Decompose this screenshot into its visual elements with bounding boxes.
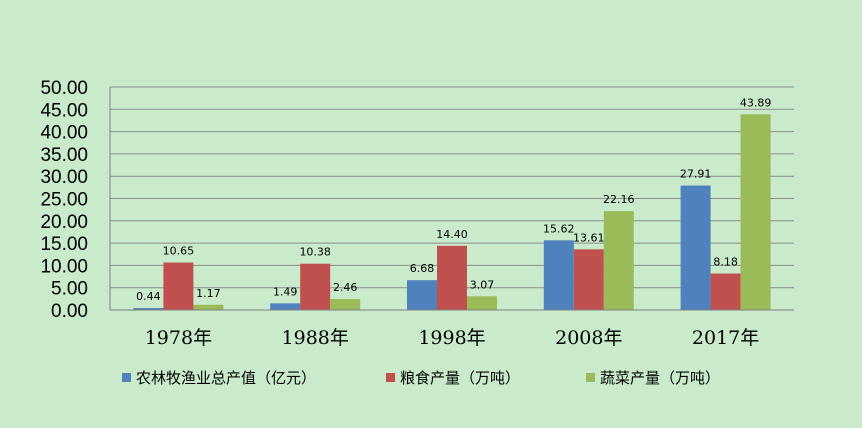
- y-tick-label: 20.00: [40, 212, 88, 233]
- x-category-label: 1978年: [145, 327, 212, 349]
- bar: [407, 280, 437, 310]
- data-label: 10.38: [299, 246, 331, 259]
- legend-label: 蔬菜产量（万吨）: [600, 369, 720, 387]
- bar: [437, 245, 467, 310]
- legend-swatch: [122, 373, 131, 382]
- data-labels: 0.44 10.65 1.17 1.49 10.38 2.46 6.68 14.40 3.07 1…: [136, 96, 771, 303]
- x-axis-category-labels: 1978年 1988年 1998年 2008年 2017年: [145, 327, 760, 349]
- y-tick-label: 30.00: [40, 167, 88, 188]
- bar: [133, 308, 164, 310]
- bar: [270, 303, 301, 310]
- y-tick-label: 5.00: [51, 279, 88, 300]
- bar: [543, 240, 574, 310]
- y-axis-tick-labels: 0.005.0010.0015.0020.0025.0030.0035.0040…: [40, 78, 88, 322]
- bar: [573, 249, 604, 310]
- bar: [740, 114, 771, 310]
- data-label: 2.46: [333, 281, 358, 294]
- data-label: 27.91: [680, 168, 712, 181]
- gridlines: [110, 86, 794, 289]
- bar: [193, 304, 224, 310]
- y-tick-label: 45.00: [40, 100, 88, 121]
- bar: [330, 299, 361, 310]
- data-label: 10.65: [163, 245, 195, 258]
- data-label: 3.07: [470, 278, 495, 291]
- data-label: 22.16: [603, 193, 635, 206]
- y-tick-label: 35.00: [40, 145, 88, 166]
- legend-swatch: [586, 373, 595, 382]
- data-label: 1.49: [273, 285, 298, 298]
- data-label: 1.17: [196, 287, 221, 300]
- data-label: 6.68: [410, 262, 435, 275]
- y-tick-label: 25.00: [40, 190, 88, 211]
- legend: 农林牧渔业总产值（亿元） 粮食产量（万吨） 蔬菜产量（万吨）: [122, 369, 720, 387]
- y-tick-label: 50.00: [40, 78, 88, 99]
- data-label: 43.89: [740, 96, 772, 109]
- x-category-label: 1998年: [418, 327, 485, 349]
- y-tick-label: 40.00: [40, 123, 88, 144]
- data-label: 15.62: [543, 222, 575, 235]
- data-label: 0.44: [136, 290, 161, 303]
- bar: [467, 296, 497, 310]
- legend-swatch: [386, 373, 395, 382]
- legend-label: 粮食产量（万吨）: [400, 369, 520, 387]
- legend-label: 农林牧渔业总产值（亿元）: [136, 369, 316, 387]
- y-tick-label: 15.00: [40, 234, 88, 255]
- bar: [710, 273, 741, 310]
- bar: [163, 262, 194, 310]
- x-category-label: 2017年: [692, 327, 759, 349]
- bars: [133, 114, 771, 310]
- y-tick-label: 0.00: [51, 301, 88, 322]
- bar: [680, 185, 711, 310]
- data-label: 14.40: [436, 228, 468, 241]
- x-category-label: 1988年: [282, 327, 349, 349]
- data-label: 13.61: [573, 231, 605, 244]
- x-category-label: 2008年: [555, 327, 622, 349]
- bar: [300, 263, 331, 310]
- y-tick-label: 10.00: [40, 256, 88, 277]
- bar: [603, 211, 634, 310]
- data-label: 8.18: [713, 256, 738, 269]
